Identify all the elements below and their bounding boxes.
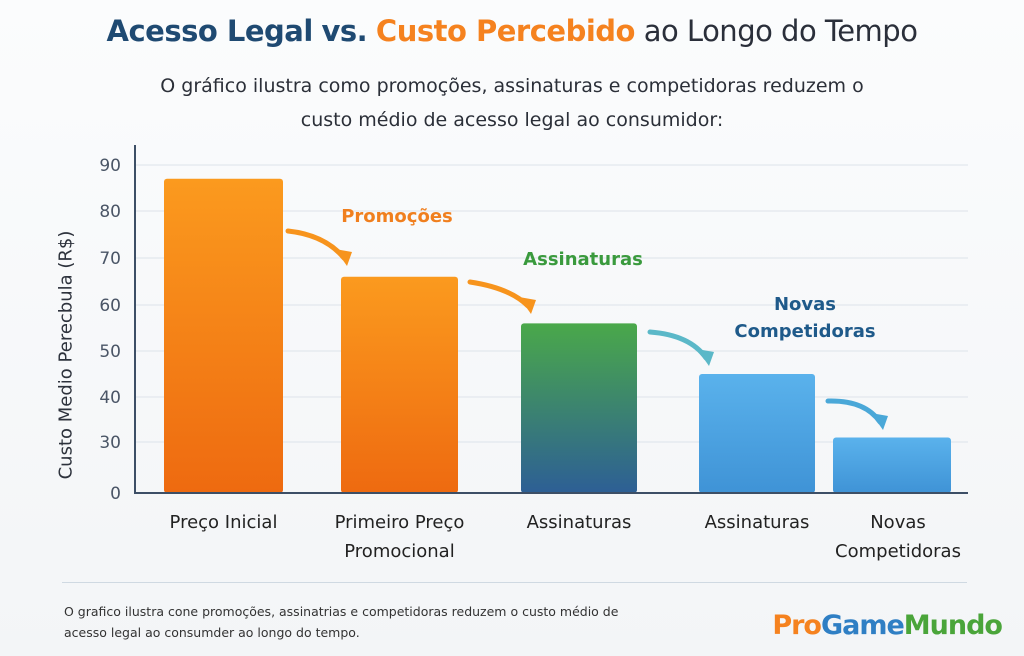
footnote-line-2: acesso legal ao consumder ao longo do te…	[64, 625, 360, 640]
y-tick-label: 60	[99, 296, 121, 316]
x-tick-label: Promocional	[344, 541, 454, 562]
logo-part-3: Mundo	[903, 610, 1003, 641]
y-tick-label: 90	[99, 156, 121, 176]
arrowhead-icon	[871, 413, 888, 430]
chart-title: Acesso Legal vs. Custo Percebido ao Long…	[0, 14, 1024, 48]
arrowhead-icon	[697, 349, 714, 366]
y-tick-label: 0	[110, 484, 121, 504]
bar-2	[341, 276, 458, 493]
arrow-2	[467, 279, 531, 309]
title-part-vs: vs.	[321, 14, 368, 48]
subtitle-line-1: O gráfico ilustra como promoções, assina…	[160, 75, 864, 97]
x-tick-label: Primeiro Preço	[335, 512, 465, 533]
x-tick-label: Preço Inicial	[170, 512, 278, 533]
x-tick-label: Assinaturas	[527, 512, 632, 533]
bar-1	[164, 178, 283, 494]
x-tick-label: Assinaturas	[705, 512, 810, 533]
y-tick-label: 70	[99, 249, 121, 269]
y-tick-label: 80	[99, 202, 121, 222]
y-tick-label: 30	[99, 433, 121, 453]
footnote: O grafico ilustra cone promoções, assina…	[64, 601, 664, 643]
x-tick-label: Competidoras	[835, 541, 961, 562]
bar-4	[699, 374, 815, 493]
title-part-access: Acesso Legal	[106, 14, 314, 48]
footnote-line-1: O grafico ilustra cone promoções, assina…	[64, 604, 619, 619]
subtitle-line-2: custo médio de acesso legal ao consumido…	[300, 109, 724, 131]
logo-part-1: Pro	[772, 610, 822, 641]
y-tick-label: 50	[99, 342, 121, 362]
bar-5	[833, 437, 951, 493]
bar-3	[521, 323, 637, 493]
arrow-1	[285, 228, 347, 261]
annotation-label: Novas	[774, 294, 836, 315]
arrowhead-icon	[519, 297, 536, 314]
title-part-time: ao Longo do Tempo	[643, 14, 918, 48]
y-tick-label: 40	[99, 388, 121, 408]
x-tick-label: Novas	[870, 512, 926, 533]
progamemundo-logo: ProGameMundo	[772, 610, 1003, 641]
arrowhead-icon	[335, 249, 352, 266]
annotation-label: Competidoras	[734, 321, 875, 342]
arrow-3	[647, 329, 709, 361]
title-part-cost: Custo Percebido	[375, 14, 636, 48]
arrow-4	[825, 398, 883, 425]
footer-divider	[62, 582, 967, 583]
annotation-label: Promoções	[341, 206, 453, 227]
annotation-label: Assinaturas	[523, 249, 643, 270]
logo-part-2: Game	[820, 610, 905, 641]
